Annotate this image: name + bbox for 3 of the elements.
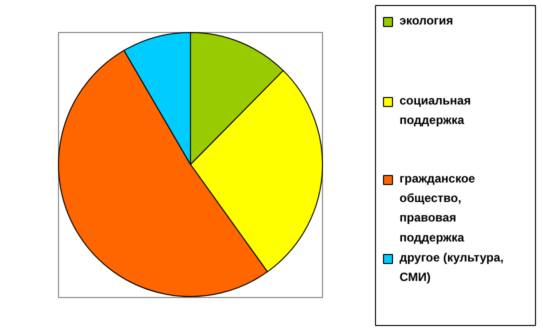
- legend-label: социальная поддержка: [400, 94, 471, 128]
- legend-label: экология: [400, 14, 454, 28]
- legend-label: другое (культура, СМИ): [400, 250, 504, 284]
